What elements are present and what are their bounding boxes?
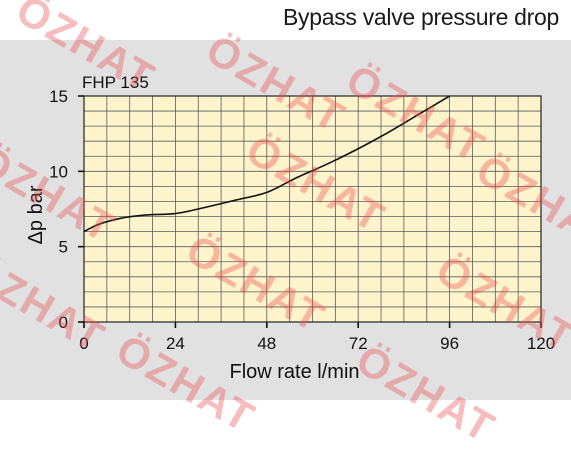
x-tick-label: 48 [257, 334, 276, 353]
y-tick-label: 15 [49, 87, 68, 106]
x-tick-label: 96 [440, 334, 459, 353]
y-axis-label: Δp bar [25, 185, 47, 244]
x-tick-label: 0 [79, 334, 88, 353]
x-tick-label: 24 [166, 334, 185, 353]
plot-frame [83, 95, 542, 323]
y-tick-label: 10 [49, 162, 68, 181]
y-tick-label: 0 [59, 313, 68, 332]
series-line [83, 95, 451, 233]
y-tick-label: 5 [59, 238, 68, 257]
chart-annotation: FHP 135 [82, 73, 149, 92]
x-tick-label: 120 [527, 334, 555, 353]
chart-title: Bypass valve pressure drop [282, 4, 559, 30]
x-axis-label: Flow rate l/min [229, 361, 359, 383]
chart-svg: 0 24 48 72 96 120 0 5 10 15 FHP 135 Flow rate l/min… [25, 73, 555, 383]
x-tick-label: 72 [349, 334, 368, 353]
